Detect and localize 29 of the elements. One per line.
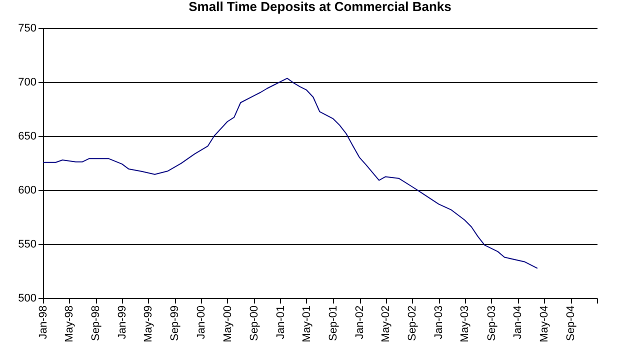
x-tick-label: Sep-98 (90, 306, 102, 341)
x-tick-label: May-98 (64, 306, 76, 342)
y-tick-label: 500 (18, 292, 36, 304)
x-tick-label: May-00 (222, 306, 234, 342)
y-tick-label: 600 (18, 184, 36, 196)
x-tick-label: Sep-04 (565, 306, 578, 341)
chart-title: Small Time Deposits at Commercial Banks (188, 0, 452, 14)
y-tick-label: 550 (18, 238, 36, 250)
x-tick-label: Sep-01 (328, 306, 340, 341)
x-tick-label: Sep-02 (406, 306, 419, 341)
x-tick-label: May-99 (142, 306, 155, 342)
x-tick-label: Jan-02 (354, 306, 366, 340)
x-tick-label: Sep-99 (169, 306, 182, 341)
x-tick-label: Jan-98 (38, 306, 50, 340)
x-tick-label: Jan-00 (196, 306, 208, 340)
x-tick-label: Sep-03 (486, 306, 498, 341)
x-tick-label: May-02 (380, 306, 392, 342)
x-tick-label: May-01 (300, 306, 313, 342)
x-tick-label: Sep-00 (248, 306, 261, 341)
x-tick-label: Jan-99 (116, 306, 129, 340)
x-tick-label: Jan-01 (274, 306, 287, 340)
x-tick-label: May-04 (538, 306, 550, 342)
x-tick-label: Jan-04 (512, 306, 524, 340)
x-tick-label: Jan-03 (433, 306, 446, 340)
y-tick-label: 750 (18, 22, 36, 34)
line-series (42, 78, 538, 269)
y-tick-label: 650 (18, 130, 36, 142)
y-tick-label: 700 (18, 76, 36, 88)
x-tick-label: May-03 (459, 306, 472, 342)
